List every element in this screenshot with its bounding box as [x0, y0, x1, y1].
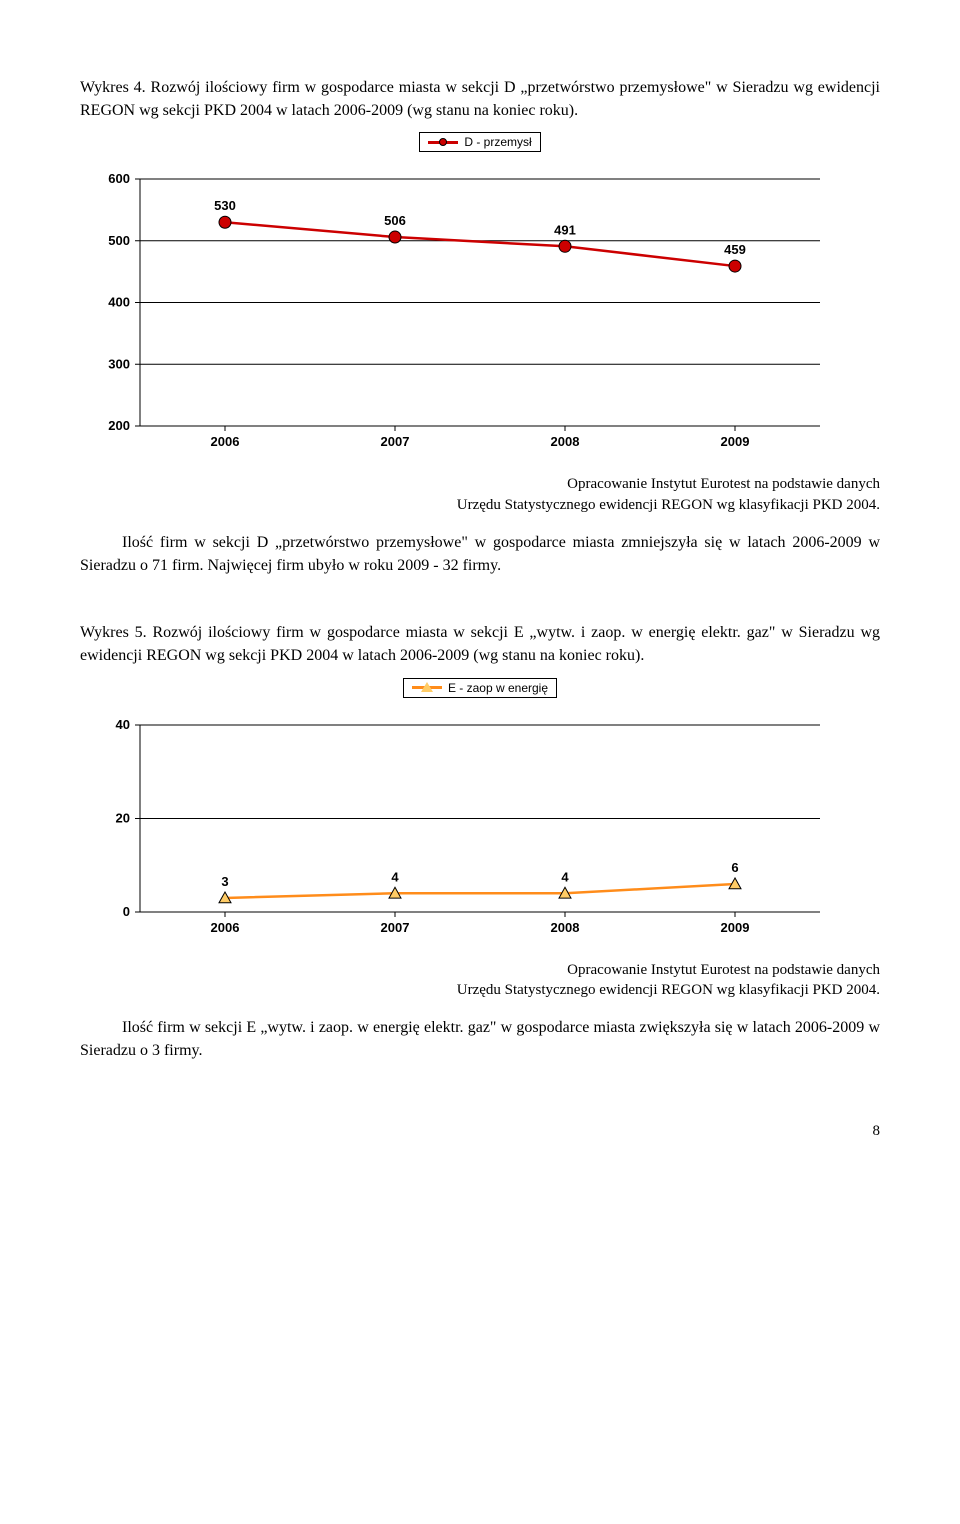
- svg-text:2006: 2006: [211, 920, 240, 935]
- svg-text:2008: 2008: [551, 920, 580, 935]
- svg-text:500: 500: [108, 233, 130, 248]
- svg-text:6: 6: [731, 860, 738, 875]
- svg-text:459: 459: [724, 242, 746, 257]
- svg-text:20: 20: [116, 810, 130, 825]
- legend-chart-1: D - przemysł: [419, 132, 540, 152]
- chart-e-energia: 0 20 40 2006 2007 2008 2009 3 4 4 6: [80, 710, 880, 940]
- svg-text:4: 4: [561, 869, 569, 884]
- svg-text:2008: 2008: [551, 434, 580, 449]
- page-number: 8: [80, 1123, 880, 1140]
- attribution-1-line2: Urzędu Statystycznego ewidencji REGON wg…: [457, 497, 880, 513]
- svg-text:4: 4: [391, 869, 399, 884]
- svg-text:400: 400: [108, 295, 130, 310]
- chart-d-przemysl: 200 300 400 500 600 2006 2007 2008 2009 530 506 491…: [80, 164, 880, 454]
- attribution-2-line1: Opracowanie Instytut Eurotest na podstaw…: [567, 962, 880, 978]
- svg-text:600: 600: [108, 171, 130, 186]
- attribution-1: Opracowanie Instytut Eurotest na podstaw…: [80, 474, 880, 515]
- svg-text:2009: 2009: [721, 920, 750, 935]
- svg-text:2009: 2009: [721, 434, 750, 449]
- svg-text:2007: 2007: [381, 920, 410, 935]
- caption-wykres-4: Wykres 4. Rozwój ilościowy firm w gospod…: [80, 76, 880, 122]
- analysis-text-1: Ilość firm w sekcji D „przetwórstwo prze…: [80, 531, 880, 577]
- analysis-text-2: Ilość firm w sekcji E „wytw. i zaop. w e…: [80, 1016, 880, 1062]
- legend-label-1: D - przemysł: [464, 135, 531, 149]
- svg-text:3: 3: [221, 874, 228, 889]
- legend-chart-2: E - zaop w energię: [403, 678, 557, 698]
- svg-text:200: 200: [108, 418, 130, 433]
- attribution-2: Opracowanie Instytut Eurotest na podstaw…: [80, 960, 880, 1001]
- svg-text:506: 506: [384, 213, 406, 228]
- caption-wykres-5: Wykres 5. Rozwój ilościowy firm w gospod…: [80, 621, 880, 667]
- svg-text:40: 40: [116, 717, 130, 732]
- svg-text:300: 300: [108, 357, 130, 372]
- svg-text:2006: 2006: [211, 434, 240, 449]
- svg-text:491: 491: [554, 223, 576, 238]
- legend-label-2: E - zaop w energię: [448, 681, 548, 695]
- svg-text:0: 0: [123, 904, 130, 919]
- svg-text:2007: 2007: [381, 434, 410, 449]
- attribution-1-line1: Opracowanie Instytut Eurotest na podstaw…: [567, 476, 880, 492]
- attribution-2-line2: Urzędu Statystycznego ewidencji REGON wg…: [457, 982, 880, 998]
- svg-text:530: 530: [214, 199, 236, 214]
